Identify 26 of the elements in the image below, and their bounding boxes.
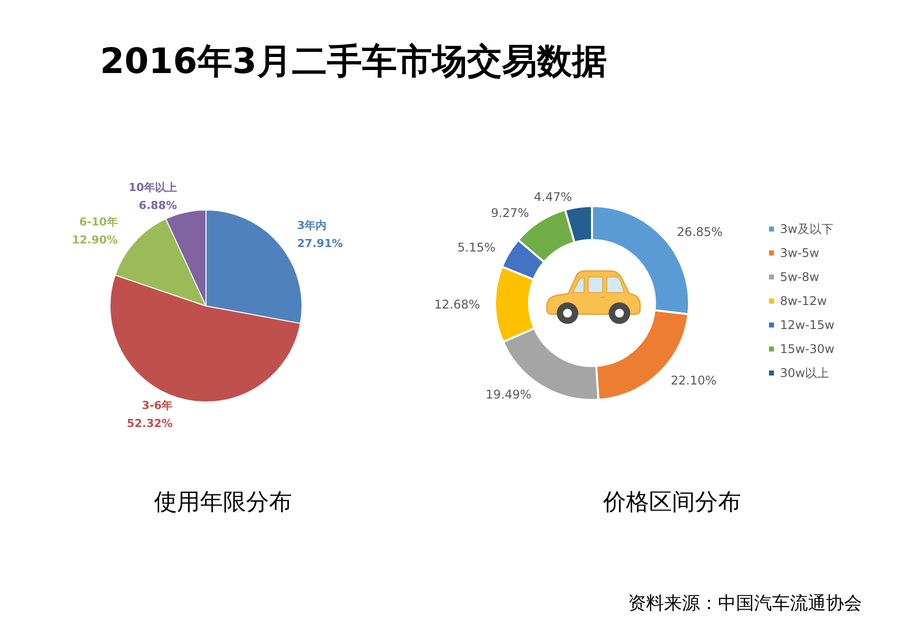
slice-label: 3-6年 xyxy=(142,398,173,412)
data-label: 12.90% xyxy=(72,234,118,247)
legend-label: 5w-8w xyxy=(780,270,820,284)
slice-label: 3年内 xyxy=(297,218,327,232)
legend-label: 30w以上 xyxy=(780,366,830,380)
data-label: 52.32% xyxy=(126,416,173,430)
text: 价格区间分布 xyxy=(602,490,741,516)
data-label: 22.10% xyxy=(670,374,717,388)
data-label: 6.88% xyxy=(138,199,177,212)
data-label: 12.68% xyxy=(434,298,480,312)
data-label: 9.27% xyxy=(490,206,530,220)
text: 2016年3月二手车市场交易数据 xyxy=(100,42,607,82)
legend-label: 8w-12w xyxy=(780,294,828,308)
legend-label: 3w及以下 xyxy=(780,222,834,236)
legend-label: 15w-30w xyxy=(780,342,835,356)
data-label: 5.15% xyxy=(457,240,496,254)
text: 资料来源：中国汽车流通协会 xyxy=(628,593,862,614)
text: 使用年限分布 xyxy=(154,490,292,516)
legend-label: 12w-15w xyxy=(780,318,835,332)
legend-label: 3w-5w xyxy=(780,246,820,260)
slice-label: 10年以上 xyxy=(128,181,177,194)
data-label: 4.47% xyxy=(534,190,572,204)
data-label: 26.85% xyxy=(676,224,723,239)
slice-label: 6-10年 xyxy=(79,216,118,229)
data-label: 27.91% xyxy=(297,236,343,250)
data-label: 19.49% xyxy=(486,387,532,402)
